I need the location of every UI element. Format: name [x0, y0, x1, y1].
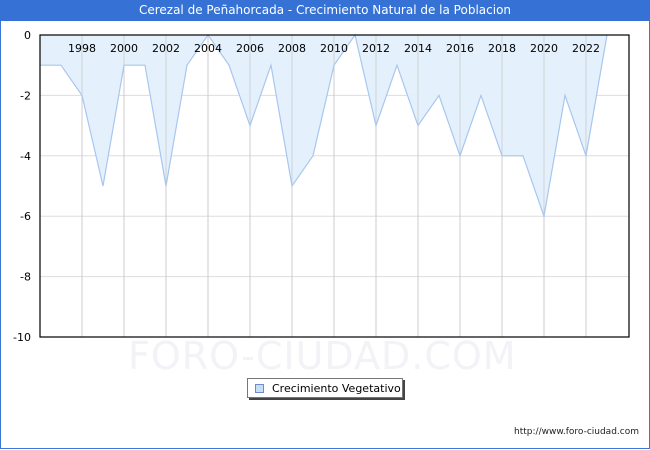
x-tick-label: 2010: [320, 42, 348, 55]
y-tick-label: -2: [20, 89, 31, 102]
y-tick-label: -6: [20, 210, 31, 223]
x-tick-label: 2016: [446, 42, 474, 55]
x-tick-label: 2014: [404, 42, 432, 55]
y-tick-label: -8: [20, 271, 31, 284]
x-tick-label: 2008: [278, 42, 306, 55]
legend-label: Crecimiento Vegetativo: [272, 382, 401, 395]
footer-url[interactable]: http://www.foro-ciudad.com: [514, 427, 639, 437]
y-tick-label: -10: [13, 331, 31, 344]
watermark: FORO-CIUDAD.COM: [128, 334, 517, 378]
x-tick-label: 2002: [152, 42, 180, 55]
chart-title: Cerezal de Peñahorcada - Crecimiento Nat…: [0, 0, 650, 21]
plot-border: [39, 34, 630, 338]
x-tick-label: 2022: [572, 42, 600, 55]
x-tick-label: 2020: [530, 42, 558, 55]
x-tick-label: 2004: [194, 42, 222, 55]
x-tick-label: 2018: [488, 42, 516, 55]
x-tick-label: 2006: [236, 42, 264, 55]
y-tick-label: -4: [20, 150, 31, 163]
x-tick-label: 2000: [110, 42, 138, 55]
area-fill: [40, 35, 607, 217]
x-tick-label: 1998: [68, 42, 96, 55]
x-tick-label: 2012: [362, 42, 390, 55]
series-line: [40, 33, 608, 219]
legend: Crecimiento Vegetativo: [247, 378, 403, 398]
y-tick-label: 0: [24, 29, 31, 42]
legend-swatch-icon: [255, 384, 264, 393]
